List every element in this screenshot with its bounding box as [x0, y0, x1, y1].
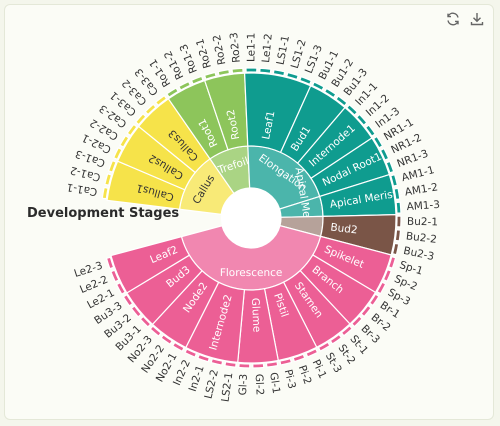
- chart-toolbar: [445, 11, 485, 27]
- sample-segment-in2-2[interactable]: [184, 348, 198, 358]
- sample-label-ls2-2: LS2-2: [202, 368, 221, 400]
- sample-label-ls2-1: LS2-1: [219, 372, 235, 403]
- sample-segment-sp-1[interactable]: [387, 255, 397, 269]
- sample-segment-ca2-1[interactable]: [112, 147, 123, 161]
- sample-segment-le1-1[interactable]: [245, 67, 258, 73]
- sample-segment-in1-2[interactable]: [355, 113, 368, 127]
- sample-segment-in2-1[interactable]: [197, 353, 211, 363]
- sample-segment-bu2-3[interactable]: [391, 242, 400, 256]
- tissue-label-leaf1: Leaf1: [260, 110, 277, 141]
- sample-segment-ca3-2[interactable]: [144, 103, 157, 116]
- refresh-icon[interactable]: [445, 11, 461, 27]
- sample-segment-ca1-3[interactable]: [107, 159, 117, 173]
- sample-segment-am1-1[interactable]: [390, 173, 399, 187]
- sample-label-ro2-3: Ro2-3: [228, 32, 243, 63]
- sample-segment-bu1-2[interactable]: [323, 87, 337, 99]
- sample-segment-pi-1[interactable]: [305, 348, 319, 358]
- sample-segment-bu1-3[interactable]: [335, 95, 348, 107]
- sample-segment-ca1-1[interactable]: [101, 186, 109, 200]
- sample-label-gl-1: Gl-1: [267, 372, 282, 395]
- sample-segment-no2-3[interactable]: [149, 325, 162, 337]
- sample-segment-ro1-1[interactable]: [166, 87, 179, 98]
- sample-segment-ca2-3[interactable]: [126, 123, 138, 137]
- sample-segment-nr1-2[interactable]: [379, 147, 390, 161]
- sample-label-ls1-1: LS1-1: [275, 35, 292, 66]
- sample-label-bu2-2: Bu2-2: [405, 230, 437, 246]
- stage-label-florescence: Florescence: [220, 267, 283, 279]
- sample-segment-le2-2[interactable]: [110, 269, 120, 283]
- sample-segment-no2-1[interactable]: [171, 341, 185, 353]
- sample-segment-ro2-3[interactable]: [231, 67, 244, 74]
- sample-label-ca1-1: Ca1-1: [66, 181, 98, 198]
- sample-segment-pi-2[interactable]: [292, 353, 306, 363]
- sample-segment-st-1[interactable]: [340, 324, 354, 337]
- sample-segment-sp-2[interactable]: [382, 268, 393, 282]
- tissue-label-glume: Glume: [249, 298, 263, 333]
- sample-segment-bu2-2[interactable]: [394, 229, 402, 242]
- tissue-label-root2: Root2: [225, 108, 242, 140]
- sample-segment-st-2[interactable]: [329, 333, 343, 345]
- sample-label-le1-2: Le1-2: [260, 33, 275, 63]
- sample-segment-le2-3[interactable]: [105, 256, 115, 270]
- sample-label-pi-3: Pi-3: [282, 368, 298, 390]
- sample-label-ro2-2: Ro2-2: [211, 34, 228, 66]
- chart-card: Development Stages Callus Callus1 Ca1-1 Ca1…: [4, 4, 494, 420]
- sample-label-am1-3: AM1-3: [406, 199, 440, 213]
- sample-segment-ro1-3[interactable]: [190, 75, 204, 85]
- sample-segment-ls1-1[interactable]: [272, 69, 286, 77]
- sample-segment-ca2-2[interactable]: [119, 134, 130, 148]
- sample-segment-ls2-2[interactable]: [210, 358, 224, 366]
- sample-label-gl-2: Gl-2: [253, 374, 266, 396]
- sample-segment-gl-2[interactable]: [252, 362, 265, 369]
- sample-segment-bu3-1[interactable]: [139, 315, 152, 328]
- sample-segment-in1-1[interactable]: [345, 103, 359, 116]
- sample-segment-br-2[interactable]: [360, 304, 372, 318]
- sample-segment-am1-3[interactable]: [395, 201, 402, 214]
- sample-segment-ca1-2[interactable]: [104, 173, 113, 186]
- center-hole: [221, 188, 281, 248]
- sample-label-pi-2: Pi-2: [296, 364, 314, 386]
- sample-segment-bu3-3[interactable]: [122, 293, 134, 307]
- sample-segment-br-3[interactable]: [350, 315, 363, 328]
- sample-segment-br-1[interactable]: [368, 293, 380, 307]
- sample-segment-in1-3[interactable]: [364, 124, 377, 137]
- sample-segment-nr1-1[interactable]: [372, 135, 384, 149]
- sunburst-chart: Development Stages CallusCallus1Ca1-1Ca1…: [27, 32, 440, 403]
- sample-segment-bu2-1[interactable]: [396, 215, 402, 228]
- sample-segment-ro1-2[interactable]: [178, 80, 192, 91]
- sample-segment-bu1-1[interactable]: [311, 81, 325, 92]
- sample-segment-am1-2[interactable]: [393, 187, 401, 201]
- sample-segment-ls1-2[interactable]: [286, 71, 299, 81]
- sample-label-le1-1: Le1-1: [245, 33, 257, 62]
- sample-label-bu2-1: Bu2-1: [407, 216, 438, 229]
- sample-segment-bu3-2[interactable]: [130, 305, 143, 318]
- sample-label-am1-2: AM1-2: [404, 181, 439, 198]
- chart-title: Development Stages: [27, 206, 179, 221]
- tissue-label-bud2: Bud2: [330, 221, 358, 236]
- sample-segment-ls1-3[interactable]: [299, 75, 313, 86]
- download-icon[interactable]: [469, 11, 485, 27]
- sample-segment-sp-3[interactable]: [376, 281, 387, 295]
- sample-segment-le2-1[interactable]: [115, 281, 127, 295]
- sample-segment-ca3-3[interactable]: [154, 94, 168, 107]
- sample-segment-ls2-1[interactable]: [224, 361, 237, 368]
- sample-segment-le1-2[interactable]: [259, 67, 272, 74]
- sample-segment-ro2-1[interactable]: [203, 71, 217, 80]
- sample-segment-st-3[interactable]: [317, 341, 331, 352]
- sample-segment-nr1-3[interactable]: [385, 160, 395, 174]
- sample-segment-ro2-2[interactable]: [217, 68, 231, 77]
- sample-segment-gl-3[interactable]: [238, 362, 251, 369]
- sample-label-gl-3: Gl-3: [237, 374, 250, 396]
- sample-segment-pi-3[interactable]: [279, 357, 293, 366]
- sample-segment-gl-1[interactable]: [265, 360, 279, 368]
- tissue-segment-leaf2[interactable]: [110, 235, 191, 294]
- sample-segment-ca3-1[interactable]: [134, 113, 147, 126]
- sample-segment-no2-2[interactable]: [160, 333, 173, 346]
